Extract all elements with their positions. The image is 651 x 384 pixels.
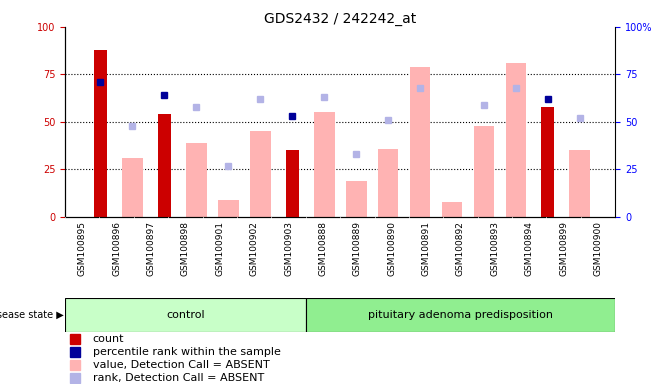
Text: GSM100898: GSM100898 — [181, 221, 190, 276]
Text: control: control — [166, 310, 205, 320]
Bar — [250, 131, 271, 217]
Text: GSM100893: GSM100893 — [490, 221, 499, 276]
Text: GSM100894: GSM100894 — [525, 221, 534, 276]
Bar — [314, 113, 335, 217]
Bar — [441, 202, 462, 217]
Text: GSM100892: GSM100892 — [456, 221, 465, 276]
Text: GSM100902: GSM100902 — [250, 221, 258, 276]
Bar — [218, 200, 239, 217]
Text: GSM100901: GSM100901 — [215, 221, 225, 276]
Text: GSM100899: GSM100899 — [559, 221, 568, 276]
Bar — [473, 126, 494, 217]
Bar — [286, 151, 299, 217]
Bar — [409, 67, 430, 217]
Bar — [306, 298, 615, 332]
Text: GSM100891: GSM100891 — [422, 221, 430, 276]
Text: GSM100889: GSM100889 — [353, 221, 362, 276]
Text: pituitary adenoma predisposition: pituitary adenoma predisposition — [368, 310, 553, 320]
Bar — [158, 114, 171, 217]
Text: GSM100897: GSM100897 — [146, 221, 156, 276]
Bar — [122, 158, 143, 217]
Bar — [542, 107, 554, 217]
Text: GSM100890: GSM100890 — [387, 221, 396, 276]
Bar — [186, 143, 207, 217]
Text: rank, Detection Call = ABSENT: rank, Detection Call = ABSENT — [92, 372, 264, 382]
Text: GSM100900: GSM100900 — [594, 221, 603, 276]
Bar — [378, 149, 398, 217]
Text: GSM100903: GSM100903 — [284, 221, 293, 276]
Title: GDS2432 / 242242_at: GDS2432 / 242242_at — [264, 12, 416, 26]
Text: GSM100896: GSM100896 — [112, 221, 121, 276]
Text: disease state ▶: disease state ▶ — [0, 310, 64, 320]
Bar — [65, 298, 306, 332]
Bar — [346, 181, 367, 217]
Text: count: count — [92, 334, 124, 344]
Text: percentile rank within the sample: percentile rank within the sample — [92, 347, 281, 357]
Text: GSM100895: GSM100895 — [77, 221, 87, 276]
Bar — [94, 50, 107, 217]
Text: GSM100888: GSM100888 — [318, 221, 327, 276]
Bar — [570, 151, 590, 217]
Text: value, Detection Call = ABSENT: value, Detection Call = ABSENT — [92, 359, 270, 369]
Bar — [506, 63, 526, 217]
